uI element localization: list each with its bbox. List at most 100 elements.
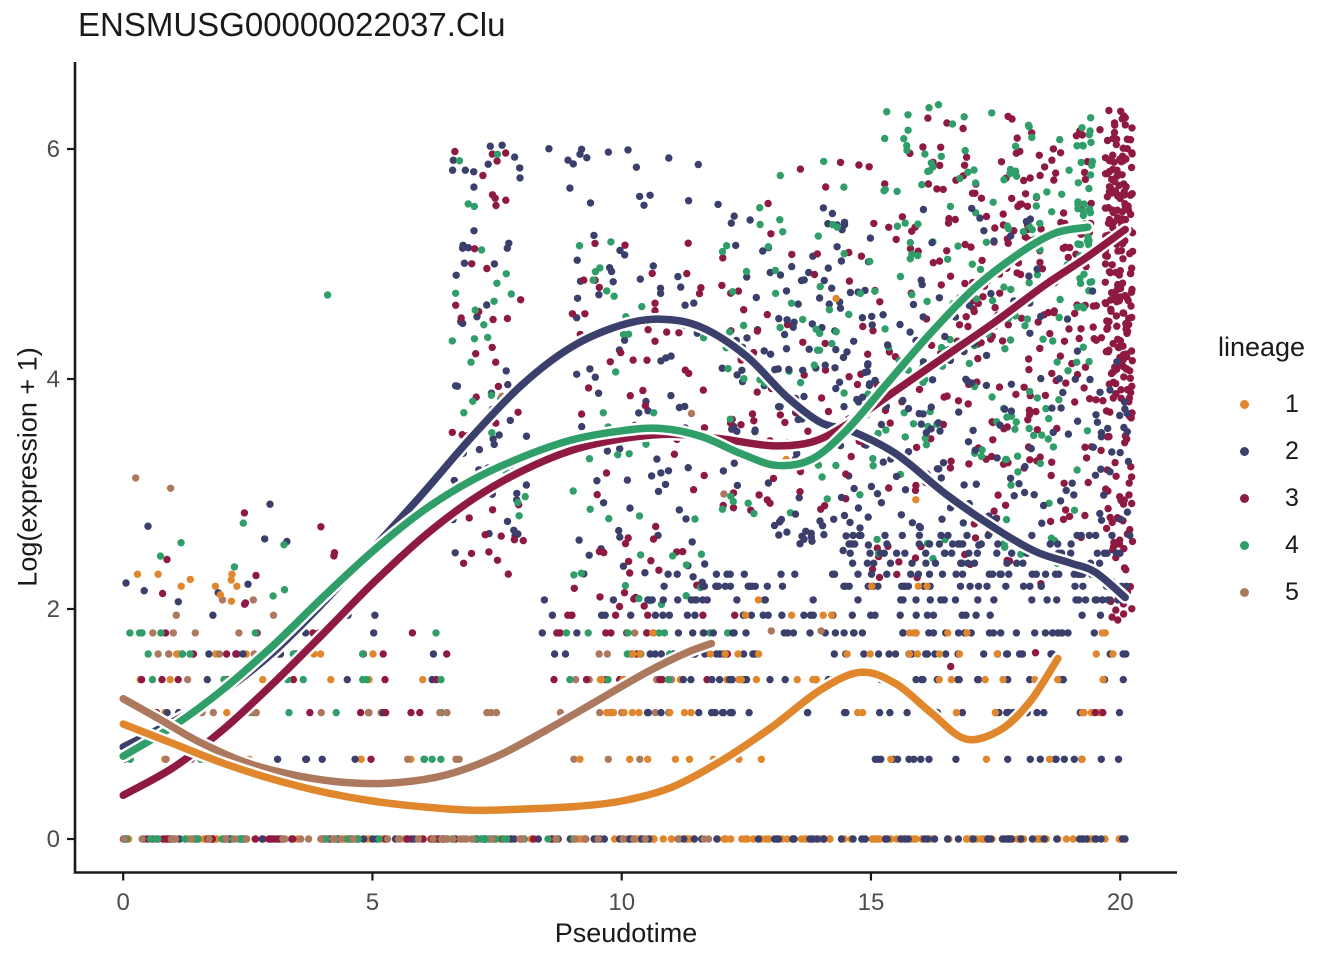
scatter-point-lineage-3	[1120, 180, 1128, 188]
scatter-point-lineage-3	[919, 143, 927, 151]
scatter-point-lineage-3	[1111, 121, 1119, 129]
scatter-point-lineage-3	[1060, 337, 1069, 345]
scatter-point-lineage-4	[146, 835, 155, 843]
scatter-point-lineage-4	[756, 220, 764, 229]
scatter-point-lineage-1	[620, 708, 628, 717]
scatter-point-lineage-1	[1045, 755, 1054, 763]
scatter-point-lineage-1	[327, 675, 335, 684]
scatter-point-lineage-1	[1109, 650, 1117, 658]
legend-swatch-5	[1240, 588, 1249, 597]
scatter-point-lineage-2	[858, 629, 867, 637]
scatter-point-lineage-2	[925, 570, 934, 578]
scatter-point-lineage-2	[1088, 287, 1097, 295]
scatter-point-lineage-1	[923, 582, 931, 590]
scatter-point-lineage-4	[1047, 534, 1056, 542]
scatter-point-lineage-3	[781, 418, 789, 427]
scatter-point-lineage-1	[216, 591, 224, 599]
scatter-point-lineage-2	[923, 611, 932, 619]
scatter-point-lineage-5	[337, 835, 345, 843]
scatter-point-lineage-2	[510, 835, 518, 843]
scatter-point-lineage-2	[791, 510, 800, 518]
scatter-point-lineage-4	[823, 495, 831, 503]
scatter-point-lineage-3	[1036, 344, 1044, 353]
scatter-point-lineage-4	[1079, 142, 1087, 150]
scatter-point-lineage-3	[457, 314, 465, 322]
scatter-point-lineage-2	[999, 835, 1007, 843]
scatter-point-lineage-2	[483, 301, 491, 309]
scatter-point-lineage-3	[982, 212, 991, 221]
scatter-point-lineage-3	[1114, 343, 1123, 351]
scatter-point-lineage-2	[928, 376, 937, 384]
scatter-point-lineage-4	[825, 306, 834, 314]
scatter-point-lineage-3	[699, 386, 707, 394]
scatter-point-lineage-2	[718, 364, 726, 372]
scatter-point-lineage-2	[1058, 629, 1066, 637]
scatter-point-lineage-2	[840, 629, 848, 637]
scatter-point-lineage-1	[999, 675, 1007, 684]
scatter-point-lineage-3	[799, 338, 807, 346]
scatter-point-lineage-2	[484, 160, 492, 168]
scatter-point-lineage-3	[644, 611, 652, 619]
scatter-point-lineage-2	[1007, 232, 1015, 240]
scatter-point-lineage-3	[684, 239, 692, 247]
scatter-point-lineage-2	[1005, 570, 1013, 578]
scatter-point-lineage-4	[612, 368, 620, 376]
scatter-point-lineage-4	[722, 242, 731, 250]
scatter-point-lineage-2	[738, 366, 746, 374]
x-axis-tick-label: 15	[858, 889, 885, 916]
scatter-point-lineage-5	[231, 835, 239, 843]
scatter-point-lineage-5	[249, 596, 257, 604]
scatter-point-lineage-4	[1074, 198, 1082, 206]
scatter-point-lineage-3	[895, 558, 903, 566]
scatter-point-lineage-4	[638, 302, 646, 311]
scatter-point-lineage-3	[965, 460, 973, 468]
scatter-point-lineage-3	[946, 272, 955, 280]
scatter-point-lineage-2	[837, 257, 846, 265]
scatter-point-lineage-4	[1006, 165, 1015, 174]
scatter-point-lineage-2	[656, 289, 665, 298]
scatter-point-lineage-3	[1072, 132, 1081, 140]
legend-item-2: 2	[1218, 428, 1305, 475]
scatter-point-lineage-2	[1033, 708, 1041, 717]
scatter-point-lineage-2	[941, 549, 949, 557]
scatter-point-lineage-2	[877, 499, 886, 507]
scatter-point-lineage-1	[870, 835, 878, 843]
scatter-point-lineage-2	[791, 570, 799, 578]
scatter-point-lineage-3	[1060, 479, 1068, 487]
scatter-point-lineage-5	[329, 835, 337, 843]
scatter-point-lineage-3	[994, 491, 1002, 499]
scatter-point-lineage-3	[700, 471, 708, 480]
scatter-point-lineage-2	[990, 596, 998, 604]
scatter-point-lineage-1	[868, 582, 876, 590]
scatter-point-lineage-2	[782, 345, 791, 353]
scatter-point-lineage-4	[926, 167, 934, 175]
scatter-point-lineage-2	[713, 835, 721, 843]
scatter-point-lineage-2	[726, 582, 735, 590]
scatter-point-lineage-3	[968, 189, 977, 197]
scatter-point-lineage-3	[519, 536, 527, 545]
scatter-point-lineage-2	[782, 287, 791, 295]
scatter-point-lineage-2	[917, 420, 925, 428]
scatter-point-lineage-4	[660, 629, 669, 637]
scatter-point-lineage-2	[239, 650, 247, 658]
scatter-point-lineage-2	[907, 570, 915, 578]
scatter-point-lineage-5	[817, 627, 825, 635]
scatter-point-lineage-2	[783, 528, 791, 536]
scatter-point-lineage-2	[1073, 417, 1082, 425]
scatter-point-lineage-2	[897, 835, 905, 843]
scatter-point-lineage-3	[997, 158, 1006, 166]
scatter-point-lineage-2	[700, 629, 708, 637]
scatter-point-lineage-2	[966, 582, 974, 590]
scatter-point-lineage-2	[635, 409, 643, 417]
scatter-point-lineage-4	[989, 198, 997, 206]
scatter-point-lineage-4	[322, 835, 331, 843]
scatter-point-lineage-4	[570, 571, 578, 579]
scatter-point-lineage-3	[1126, 136, 1135, 144]
scatter-point-lineage-2	[273, 755, 282, 763]
scatter-point-lineage-3	[1101, 154, 1110, 162]
scatter-point-lineage-2	[1057, 404, 1065, 412]
scatter-point-lineage-4	[455, 157, 464, 165]
scatter-point-lineage-4	[610, 292, 618, 300]
scatter-point-lineage-4	[1007, 285, 1015, 294]
scatter-point-lineage-3	[911, 486, 920, 495]
